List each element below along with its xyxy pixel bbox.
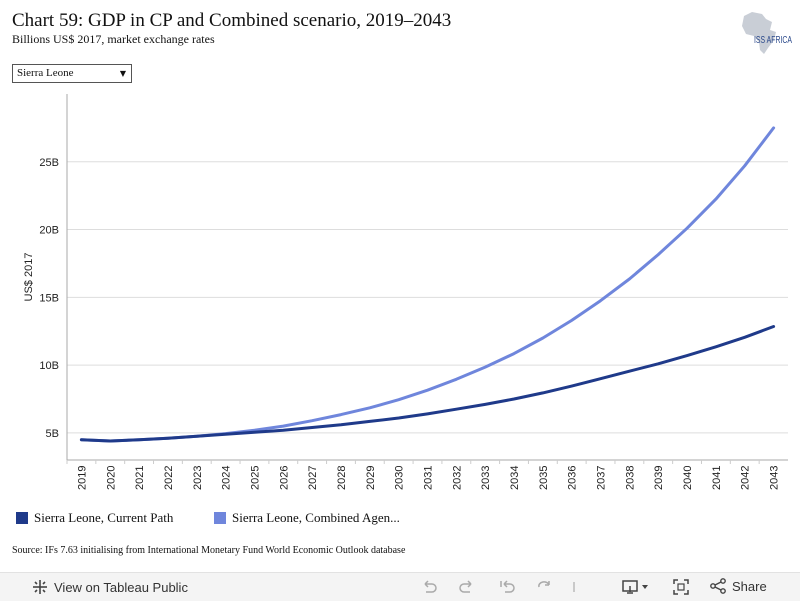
gdp-line-chart: 5B 10B 15B 20B 25B 2019 2020 2021 2022 2023 2024 20… (23, 94, 788, 490)
x-tick-label: 2043 (769, 466, 781, 490)
revert-icon[interactable] (498, 578, 516, 596)
undo-icon[interactable] (420, 578, 438, 596)
iss-africa-logo: ISS AFRICA (730, 10, 792, 56)
y-tick-label: 5B (46, 428, 59, 440)
x-tick-label: 2030 (394, 466, 406, 490)
chart-subtitle: Billions US$ 2017, market exchange rates (12, 32, 215, 46)
download-icon[interactable] (622, 578, 652, 596)
legend-label-combined: Sierra Leone, Combined Agen... (232, 510, 400, 525)
x-tick-label: 2029 (365, 466, 377, 490)
share-icon (710, 578, 726, 594)
x-tick-label: 2020 (105, 466, 117, 490)
legend-item-combined[interactable]: Sierra Leone, Combined Agen... (214, 510, 400, 526)
x-tick-label: 2039 (653, 466, 665, 490)
series-line-combined (79, 126, 776, 443)
y-tick-label: 15B (39, 292, 59, 304)
legend-swatch-combined (214, 512, 226, 524)
redo-icon[interactable] (458, 578, 476, 596)
y-tick-label: 20B (39, 225, 59, 237)
x-tick-label: 2022 (163, 466, 175, 490)
source-note: Source: IFs 7.63 initialising from Inter… (12, 545, 406, 556)
x-tick-label: 2028 (336, 466, 348, 490)
y-tick-label: 25B (39, 157, 59, 169)
chart-title: Chart 59: GDP in CP and Combined scenari… (12, 10, 452, 31)
tableau-logo-icon (33, 580, 47, 594)
x-tick-label: 2031 (423, 466, 435, 490)
x-tick-label: 2041 (711, 466, 723, 490)
x-tick-label: 2021 (134, 466, 146, 490)
x-tick-label: 2025 (249, 466, 261, 490)
x-tick-label: 2037 (596, 466, 608, 490)
fullscreen-icon[interactable] (672, 578, 690, 596)
x-tick-label: 2034 (509, 466, 521, 490)
x-tick-label: 2023 (192, 466, 204, 490)
pause-icon[interactable] (568, 578, 580, 596)
x-tick-label: 2027 (307, 466, 319, 490)
x-tick-label: 2036 (567, 466, 579, 490)
x-tick-label: 2032 (451, 466, 463, 490)
logo-text: ISS AFRICA (754, 35, 792, 46)
share-button[interactable]: Share (710, 578, 767, 594)
legend-label-current-path: Sierra Leone, Current Path (34, 510, 174, 525)
share-label: Share (732, 578, 767, 594)
x-tick-label: 2026 (278, 466, 290, 490)
legend-swatch-current-path (16, 512, 28, 524)
africa-map-icon (742, 12, 776, 54)
x-tick-label: 2040 (682, 466, 694, 490)
x-tick-label: 2019 (76, 466, 88, 490)
tableau-toolbar: View on Tableau Public Share (0, 572, 800, 601)
series-line-current-path (79, 325, 776, 443)
x-tick-label: 2038 (624, 466, 636, 490)
y-axis-label: US$ 2017 (23, 253, 35, 302)
triangle-down-icon: ▼ (119, 69, 126, 78)
country-dropdown-value: Sierra Leone (17, 67, 74, 79)
view-on-tableau-label: View on Tableau Public (54, 579, 188, 595)
legend-item-current-path[interactable]: Sierra Leone, Current Path (16, 510, 173, 526)
x-tick-label: 2024 (221, 466, 233, 490)
country-dropdown[interactable]: Sierra Leone ▼ (12, 64, 132, 83)
x-tick-label: 2035 (538, 466, 550, 490)
x-tick-label: 2033 (480, 466, 492, 490)
y-tick-label: 10B (39, 360, 59, 372)
view-on-tableau-link[interactable]: View on Tableau Public (32, 579, 188, 595)
x-tick-label: 2042 (740, 466, 752, 490)
refresh-icon[interactable] (536, 578, 554, 596)
